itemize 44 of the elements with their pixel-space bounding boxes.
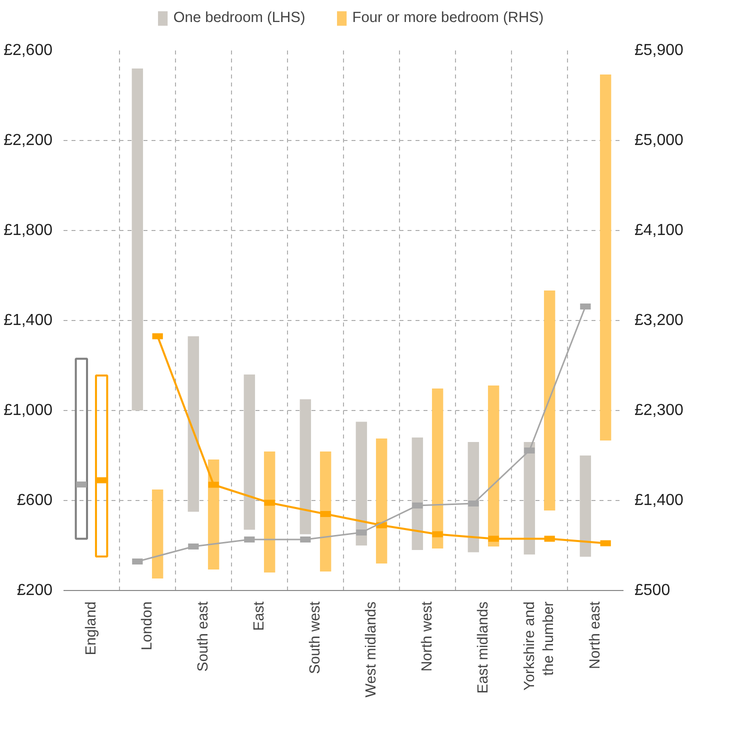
x-tick-label: East midlands (476, 601, 492, 694)
y-tick-label: £200 (16, 582, 53, 599)
bar (544, 290, 556, 510)
bar (152, 490, 164, 578)
bar (580, 456, 592, 557)
x-tick-label: North east (588, 601, 604, 670)
y-tick-label: £1,400 (4, 312, 53, 329)
x-tick-label: London (140, 601, 156, 650)
legend-label: Four or more bedroom (RHS) (352, 10, 544, 26)
bar (300, 399, 312, 534)
y2-tick-label: £500 (634, 582, 670, 599)
x-tick-label: England (84, 601, 100, 656)
x-tick-label: South east (196, 601, 212, 672)
y-tick-label: £600 (16, 492, 53, 509)
bar (356, 422, 368, 546)
bar (264, 452, 276, 572)
y2-tick-label: £2,300 (634, 402, 684, 419)
legend-label: One bedroom (LHS) (173, 10, 306, 26)
bar (320, 452, 332, 572)
y-tick-label: £1,800 (4, 222, 53, 239)
bar (244, 374, 256, 530)
bar (188, 336, 200, 512)
bar (524, 442, 536, 554)
x-tick-label: South west (308, 601, 324, 674)
bar (468, 442, 480, 552)
bar (432, 388, 444, 548)
x-tick-label: East (252, 602, 268, 631)
bar (132, 68, 144, 410)
x-tick-label: Yorkshire and the humber (522, 601, 558, 691)
y-tick-label: £2,600 (4, 42, 53, 59)
bar (600, 74, 612, 440)
bar (208, 460, 220, 570)
y-tick-label: £2,200 (4, 132, 53, 149)
y2-tick-label: £1,400 (634, 492, 684, 509)
bar (488, 386, 500, 546)
y2-tick-label: £4,100 (634, 222, 684, 239)
x-tick-label: West midlands (364, 601, 380, 698)
y-tick-label: £1,000 (4, 402, 53, 419)
y2-tick-label: £3,200 (634, 312, 684, 329)
y2-tick-label: £5,000 (634, 132, 684, 149)
bar (412, 438, 424, 550)
bar (376, 438, 388, 564)
x-tick-label: North west (420, 602, 436, 672)
y2-tick-label: £5,900 (634, 42, 684, 59)
